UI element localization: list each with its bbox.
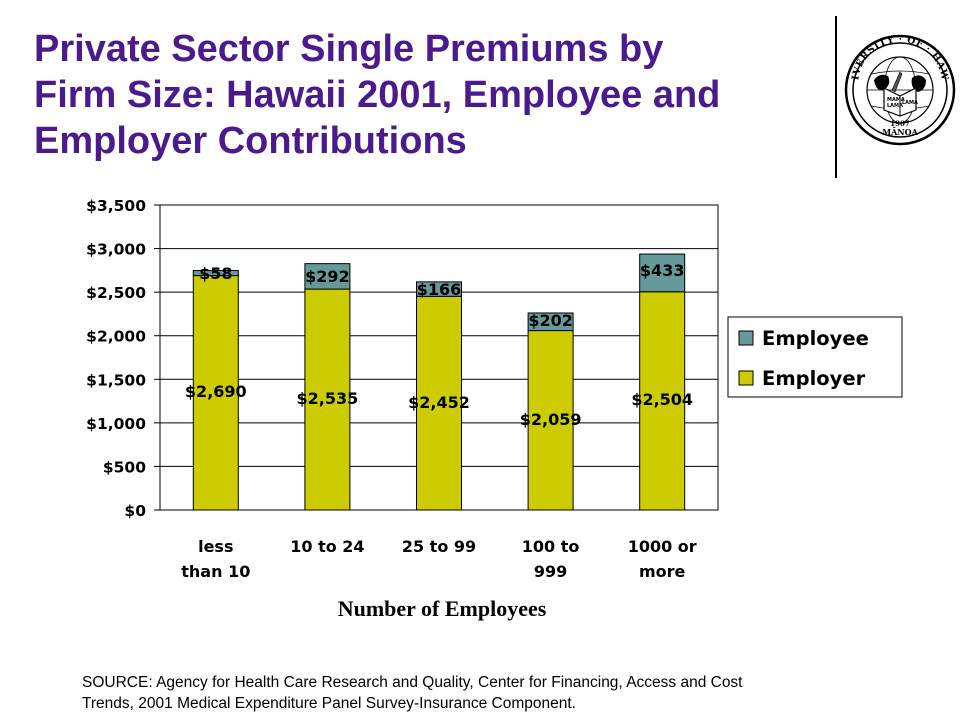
x-tick-label: less than 10 xyxy=(181,537,250,581)
data-label-employer: $2,535 xyxy=(297,389,359,408)
bar-employer-1 xyxy=(304,288,351,511)
bar-employee-3 xyxy=(527,312,574,332)
data-label-employer: $2,504 xyxy=(631,390,693,409)
x-axis-ticks: less than 10 10 to 24 25 to 99 100 to 999 1000… xyxy=(181,537,697,581)
legend-swatch-employee xyxy=(738,330,754,346)
y-tick-label: $3,000 xyxy=(86,241,146,259)
y-tick-label: $0 xyxy=(124,502,146,520)
x-tick-label-line: more xyxy=(639,562,686,581)
y-tick-label: $3,500 xyxy=(86,197,146,215)
university-seal-logo: MAMA LAMA LAMA UNIVERSITY · OF · HAWAII … xyxy=(842,14,956,146)
y-tick-label: $1,000 xyxy=(86,415,146,433)
x-tick-label-line: 1000 or xyxy=(628,537,697,556)
legend-box xyxy=(727,316,903,398)
title-line: Firm Size: Hawaii 2001, Employee and xyxy=(34,74,721,116)
x-tick-label-line: 100 to xyxy=(522,537,580,556)
data-label-employee: $58 xyxy=(199,264,232,283)
bars xyxy=(192,253,686,511)
x-tick-label: 25 to 99 xyxy=(402,537,476,556)
bar-employer-4 xyxy=(639,291,686,511)
bar-employee-2 xyxy=(416,281,462,297)
source-note: SOURCE: Agency for Health Care Research … xyxy=(82,672,922,714)
y-tick-label: $2,000 xyxy=(86,328,146,346)
x-tick-label-line: less xyxy=(198,537,233,556)
bar-employer-0 xyxy=(192,275,239,511)
svg-text:MAMA LAMA LAMA: MAMA LAMA LAMA xyxy=(887,97,918,109)
page-title: Private Sector Single Premiums by Firm S… xyxy=(34,26,824,164)
data-label-employee: $166 xyxy=(417,280,462,299)
legend: Employee Employer xyxy=(727,316,903,398)
data-label-employee: $292 xyxy=(305,267,350,286)
title-line: Employer Contributions xyxy=(34,120,467,162)
y-tick-label: $2,500 xyxy=(86,284,146,302)
x-axis-label: Number of Employees xyxy=(338,596,547,621)
data-label-employee: $202 xyxy=(528,311,573,330)
bar-employee-0 xyxy=(192,270,239,277)
seal-year: 1907 xyxy=(890,119,910,128)
legend-swatch-employer xyxy=(738,370,754,386)
bar-employee-4 xyxy=(639,253,686,293)
legend-label-employer: Employer xyxy=(762,367,866,390)
source-line: SOURCE: Agency for Health Care Research … xyxy=(82,674,743,691)
title-divider xyxy=(835,16,837,178)
x-tick-label-line: 25 to 99 xyxy=(402,537,476,556)
x-tick-label: 100 to 999 xyxy=(522,537,580,581)
data-label-employer: $2,452 xyxy=(408,393,470,412)
x-tick-label-line: 999 xyxy=(534,562,567,581)
y-axis-ticks: $0 $500 $1,000 $1,500 $2,000 $2,500 $3,000 $3,5… xyxy=(86,197,160,520)
title-line: Private Sector Single Premiums by xyxy=(34,28,664,70)
seal-book-word: MAMA xyxy=(887,97,905,103)
seal-book-word: LAMA xyxy=(887,103,903,109)
data-label-employer: $2,690 xyxy=(185,382,247,401)
seal-book-word: LAMA xyxy=(902,100,918,106)
data-label-employee: $433 xyxy=(640,261,685,280)
x-tick-label: 1000 or more xyxy=(628,537,697,581)
bar-employee-1 xyxy=(304,263,351,290)
x-tick-label-line: 10 to 24 xyxy=(290,537,364,556)
legend-label-employee: Employee xyxy=(762,327,869,350)
y-tick-label: $500 xyxy=(103,458,146,476)
seal-text-bottom: MĀNOA xyxy=(882,127,918,137)
data-labels: $2,690 $58 $2,535 $292 $2,452 $166 $2,059 $202 $… xyxy=(185,261,693,429)
data-label-employer: $2,059 xyxy=(520,410,582,429)
x-tick-label-line: than 10 xyxy=(181,562,250,581)
bar-employer-3 xyxy=(527,330,574,511)
source-line: Trends, 2001 Medical Expenditure Panel S… xyxy=(82,695,576,712)
y-tick-label: $1,500 xyxy=(86,371,146,389)
x-tick-label: 10 to 24 xyxy=(290,537,364,556)
